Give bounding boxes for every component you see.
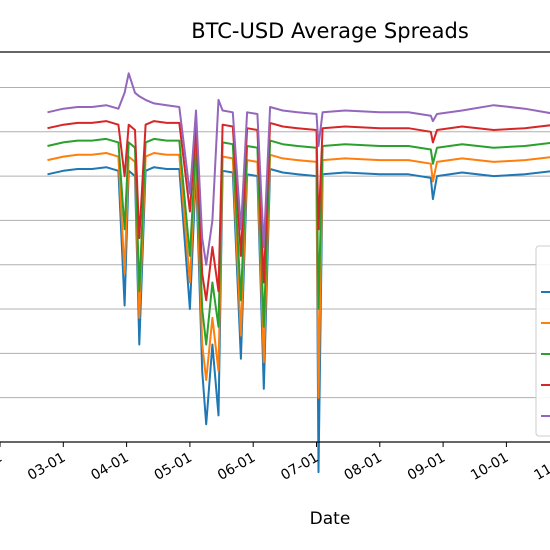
x-tick-label: 02-01 bbox=[0, 450, 5, 484]
x-tick-label: 05-01 bbox=[152, 450, 195, 484]
x-axis-label: Date bbox=[310, 509, 351, 529]
plot-frame bbox=[0, 51, 550, 443]
gridlines bbox=[0, 86, 550, 399]
x-tick-label: 03-01 bbox=[25, 450, 68, 484]
x-tick-label: 10-01 bbox=[468, 450, 511, 484]
x-axis: 02-01 03-01 04-01 05-01 06-01 07-01 08-01 09-01… bbox=[0, 442, 550, 484]
x-tick-label: 09-01 bbox=[405, 450, 448, 484]
x-tick-label: 11-01 bbox=[531, 450, 550, 484]
legend-box bbox=[535, 245, 550, 437]
x-tick-label: 06-01 bbox=[215, 450, 258, 484]
chart-title: BTC-USD Average Spreads bbox=[191, 19, 469, 43]
legend bbox=[535, 245, 550, 437]
series-line-5 bbox=[47, 72, 550, 266]
series-layer bbox=[47, 72, 550, 474]
x-tick-label: 08-01 bbox=[342, 450, 385, 484]
x-tick-label: 04-01 bbox=[88, 450, 131, 484]
x-tick-label: 07-01 bbox=[278, 450, 321, 484]
series-line-3 bbox=[47, 137, 550, 346]
